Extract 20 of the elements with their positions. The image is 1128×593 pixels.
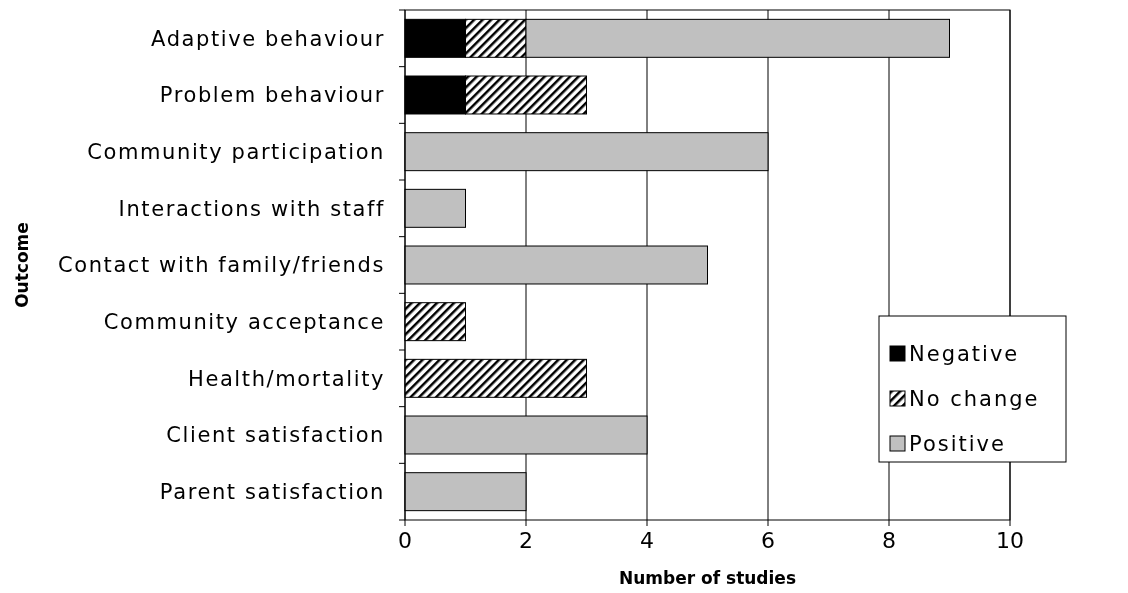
- x-axis-title: Number of studies: [618, 568, 797, 588]
- y-tick-label: Community acceptance: [103, 310, 385, 335]
- y-tick-label: Health/mortality: [187, 366, 385, 391]
- y-axis-title: Outcome: [12, 222, 32, 308]
- y-tick-label: Problem behaviour: [159, 83, 385, 108]
- legend-label: No change: [909, 387, 1040, 412]
- x-tick-label: 6: [761, 528, 775, 553]
- y-tick-label: Parent satisfaction: [159, 480, 385, 505]
- y-tick-label: Adaptive behaviour: [151, 26, 385, 51]
- x-tick-label: 2: [519, 528, 533, 553]
- x-tick-label: 0: [398, 528, 412, 553]
- y-tick-label: Interactions with staff: [118, 196, 385, 221]
- y-tick-label: Community participation: [87, 140, 385, 165]
- x-tick-label: 8: [882, 528, 896, 553]
- legend-label: Negative: [909, 342, 1020, 367]
- x-tick-label: 4: [640, 528, 654, 553]
- y-tick-label: Client satisfaction: [166, 423, 385, 448]
- y-tick-label: Contact with family/friends: [57, 253, 385, 278]
- legend-label: Positive: [909, 432, 1006, 457]
- x-tick-label: 10: [996, 528, 1024, 553]
